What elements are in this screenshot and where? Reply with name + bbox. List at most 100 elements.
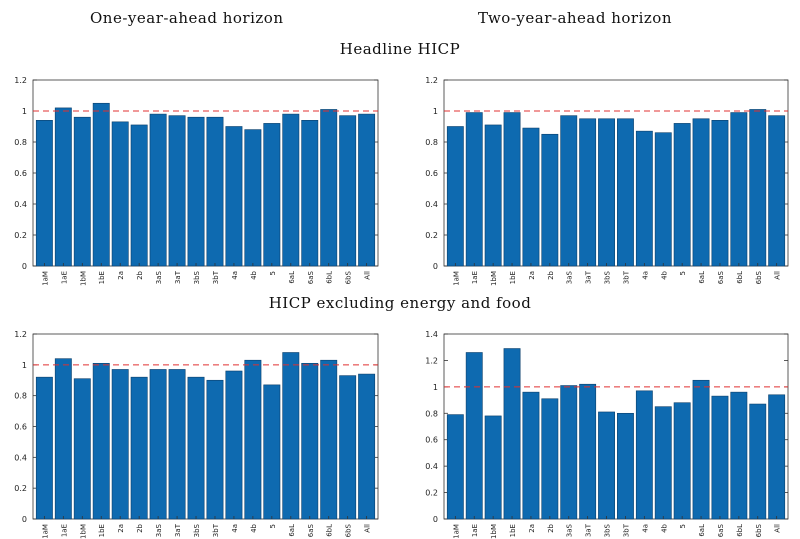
x-tick-label: 4b <box>660 523 668 532</box>
x-tick-label: 6aL <box>698 271 706 284</box>
x-tick-label: 5 <box>679 524 687 528</box>
bar <box>560 385 578 520</box>
y-tick-label: 0.2 <box>425 231 438 240</box>
column-header-two-year: Two-year-ahead horizon <box>478 9 672 27</box>
y-tick-label: 0.8 <box>14 138 27 147</box>
y-tick-label: 1 <box>433 383 438 392</box>
x-tick-label: 1bE <box>509 271 517 284</box>
plot-frame <box>443 333 789 520</box>
y-tick-label: 1.2 <box>14 76 27 85</box>
y-tick-label: 0.6 <box>14 423 27 432</box>
x-tick-label: 3aT <box>585 523 593 537</box>
bar <box>617 412 634 520</box>
x-tick-label: 1aM <box>452 271 460 286</box>
x-tick-label: 3aS <box>155 523 163 537</box>
x-tick-label: 2a <box>117 524 125 533</box>
x-tick-label: 1bM <box>79 271 87 286</box>
x-tick-label: 6bL <box>326 271 334 284</box>
bar <box>635 390 653 520</box>
bar <box>654 406 672 520</box>
x-tick-label: 3bT <box>622 523 630 537</box>
x-tick-label: 3aS <box>155 270 163 284</box>
x-tick-label: 1bE <box>98 524 106 537</box>
x-tick-label: 3bS <box>193 270 201 284</box>
bar <box>541 398 559 520</box>
y-tick-label: 0.4 <box>425 200 438 209</box>
x-tick-label: 6bL <box>736 271 744 284</box>
x-tick-label: 4b <box>660 270 668 279</box>
x-tick-label: 5 <box>269 271 277 275</box>
x-tick-label: 6aL <box>288 524 296 537</box>
y-tick-label: 1 <box>433 107 438 116</box>
bar <box>522 391 540 520</box>
x-tick-label: 3bS <box>604 523 612 537</box>
x-tick-label: 3bS <box>193 523 201 537</box>
x-tick-label: 1bM <box>490 271 498 286</box>
x-tick-label: 1aE <box>60 524 68 537</box>
row-header-headline-hicp: Headline HICP <box>339 40 461 58</box>
y-tick-label: 0.4 <box>14 453 27 462</box>
y-tick-label: 0.2 <box>14 231 27 240</box>
y-tick-label: 1.2 <box>425 76 438 85</box>
x-tick-label: 5 <box>269 524 277 528</box>
x-tick-label: 2b <box>136 523 144 532</box>
bar <box>598 411 615 520</box>
x-tick-label: 2b <box>136 270 144 279</box>
x-tick-label: 1bE <box>98 271 106 284</box>
x-tick-label: 2b <box>547 270 555 279</box>
x-tick-label: 6aS <box>717 523 725 537</box>
x-tick-label: 3bT <box>622 270 630 284</box>
y-tick-label: 1 <box>22 361 27 370</box>
row-header-hicp-ex-energy-food: HICP excluding energy and food <box>268 294 532 312</box>
x-tick-label: 3aT <box>174 523 182 537</box>
y-tick-label: 1 <box>22 107 27 116</box>
y-tick-label: 0.2 <box>425 489 438 498</box>
x-tick-label: All <box>364 271 372 280</box>
x-tick-label: 3aT <box>585 270 593 284</box>
x-tick-label: 6aL <box>698 524 706 537</box>
y-tick-label: 0.4 <box>425 462 438 471</box>
x-tick-label: 1aE <box>471 524 479 537</box>
x-tick-label: 2a <box>117 271 125 280</box>
x-tick-label: 6bS <box>345 270 353 284</box>
y-tick-label: 0.8 <box>425 409 438 418</box>
y-tick-label: 0.8 <box>14 392 27 401</box>
x-tick-label: 3bS <box>604 270 612 284</box>
x-tick-label: 1aM <box>452 524 460 539</box>
y-tick-label: 0.6 <box>425 436 438 445</box>
bar <box>503 348 521 520</box>
x-tick-label: All <box>774 524 782 533</box>
bar <box>692 379 710 520</box>
x-tick-label: 4b <box>250 523 258 532</box>
x-tick-label: 1aE <box>60 271 68 284</box>
x-tick-label: 1aM <box>41 271 49 286</box>
y-tick-label: 0 <box>22 262 27 271</box>
y-tick-label: 1.2 <box>425 356 438 365</box>
column-header-one-year: One-year-ahead horizon <box>90 9 284 27</box>
y-tick-label: 1.2 <box>14 330 27 339</box>
x-tick-label: 6bL <box>736 524 744 537</box>
x-tick-label: 6aL <box>288 271 296 284</box>
bar <box>749 403 767 520</box>
x-tick-label: 6bS <box>755 270 763 284</box>
y-tick-label: 1.4 <box>425 330 438 339</box>
bar <box>730 391 748 520</box>
x-tick-label: 2a <box>528 271 536 280</box>
x-tick-label: 4a <box>641 271 649 280</box>
y-tick-label: 0.6 <box>425 169 438 178</box>
x-tick-label: 6bS <box>345 523 353 537</box>
x-tick-label: 1bE <box>509 524 517 537</box>
bar <box>484 415 502 520</box>
x-tick-label: 3aS <box>566 270 574 284</box>
x-tick-label: 1bM <box>490 524 498 539</box>
bar <box>579 383 597 520</box>
bar <box>446 414 464 520</box>
bar <box>711 395 729 520</box>
y-tick-label: 0 <box>22 515 27 524</box>
x-tick-label: 3bT <box>212 523 220 537</box>
y-tick-label: 0.2 <box>14 484 27 493</box>
